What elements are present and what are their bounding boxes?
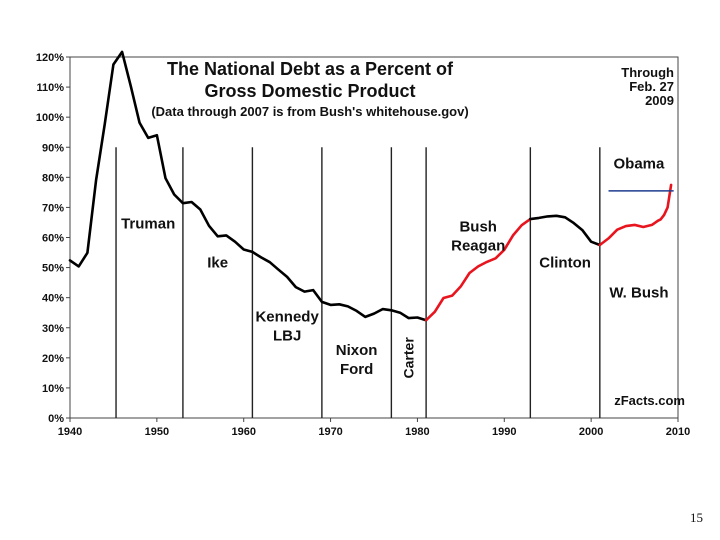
president-label-carter: Carter xyxy=(401,337,417,379)
plot-area xyxy=(69,56,679,419)
x-axis: 1940 1950 1960 1970 1980 1990 2000 2010 xyxy=(58,418,690,438)
series-line xyxy=(528,214,602,247)
president-label: Kennedy xyxy=(255,309,319,326)
y-axis: 0% 10% 20% 30% 40% 50% 60% 70% 80% 90% 100% 110% 120… xyxy=(36,52,70,425)
chart-title-line-2: Gross Domestic Product xyxy=(204,81,415,101)
source-label: zFacts.com xyxy=(614,393,685,408)
president-label: Ike xyxy=(207,255,228,272)
president-label: Clinton xyxy=(539,255,591,272)
y-tick-label: 30% xyxy=(42,323,64,335)
y-tick-label: 80% xyxy=(42,172,64,184)
president-label: Truman xyxy=(121,215,175,232)
debt-chart: 0% 10% 20% 30% 40% 50% 60% 70% 80% 90% 100% 110% 120… xyxy=(36,50,690,438)
series-layer xyxy=(68,50,674,322)
y-tick-label: 100% xyxy=(36,112,64,124)
president-label: Ford xyxy=(340,361,373,378)
through-note-line-1: Through xyxy=(621,65,674,80)
y-tick-label: 20% xyxy=(42,353,64,365)
x-tick-label: 1980 xyxy=(405,426,429,438)
president-label: LBJ xyxy=(273,328,301,345)
through-note-line-2: Feb. 27 xyxy=(629,79,674,94)
x-tick-label: 2010 xyxy=(666,426,690,438)
through-note-line-3: 2009 xyxy=(645,93,674,108)
x-tick-label: 1960 xyxy=(231,426,255,438)
president-label: Nixon xyxy=(336,342,378,359)
series-line xyxy=(424,217,532,322)
president-label: Reagan xyxy=(451,237,505,254)
x-tick-label: 2000 xyxy=(579,426,603,438)
x-tick-label: 1990 xyxy=(492,426,516,438)
chart-title-line-1: The National Debt as a Percent of xyxy=(167,59,454,79)
y-tick-label: 110% xyxy=(36,82,64,94)
president-label: Obama xyxy=(613,155,665,172)
series-line xyxy=(598,183,673,247)
x-tick-label: 1950 xyxy=(145,426,169,438)
chart-subtitle: (Data through 2007 is from Bush's whiteh… xyxy=(151,104,468,119)
president-label: Bush xyxy=(459,218,497,235)
y-tick-label: 60% xyxy=(42,233,64,245)
term-boundaries xyxy=(115,147,601,418)
president-labels: Truman Ike Kennedy LBJ Nixon Ford Bush Reagan Cl… xyxy=(121,155,668,378)
page-number: 15 xyxy=(690,510,703,525)
y-tick-label: 90% xyxy=(42,142,64,154)
y-tick-label: 120% xyxy=(36,52,64,64)
y-tick-label: 10% xyxy=(42,383,64,395)
president-label: W. Bush xyxy=(609,285,668,302)
y-tick-label: 70% xyxy=(42,202,64,214)
y-tick-label: 50% xyxy=(42,263,64,275)
x-tick-label: 1970 xyxy=(318,426,342,438)
chart-frame: 0% 10% 20% 30% 40% 50% 60% 70% 80% 90% 100% 110% 120… xyxy=(11,35,709,452)
y-tick-label: 40% xyxy=(42,293,64,305)
x-tick-label: 1940 xyxy=(58,426,82,438)
y-tick-label: 0% xyxy=(48,413,64,425)
series-line xyxy=(68,50,428,322)
